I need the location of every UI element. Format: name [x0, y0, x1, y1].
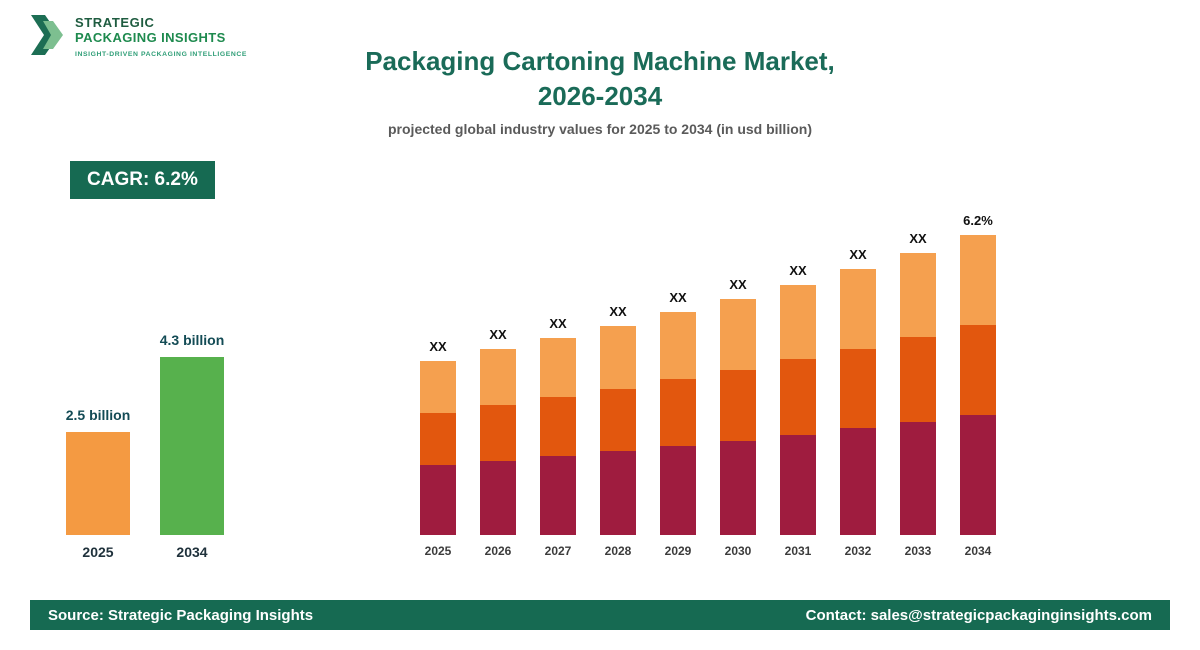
bar-value-label: XX: [609, 303, 627, 319]
bar-column: XX 2026: [480, 327, 516, 558]
page-title-line2: 2026-2034: [537, 81, 663, 112]
page-title-line1: Packaging Cartoning Machine Market,: [365, 46, 835, 76]
bar-value-label: 6.2%: [963, 213, 993, 228]
bar-column: XX 2025: [420, 339, 456, 558]
bar-value-label: XX: [669, 290, 687, 306]
bar-segment-top: [480, 349, 516, 406]
bar-value-label: XX: [489, 327, 507, 343]
bar-year-label: 2034: [964, 544, 992, 558]
bar-segment-middle: [720, 370, 756, 441]
bar-segment-bottom: [720, 440, 756, 535]
bar-segment-middle: [840, 348, 876, 429]
summary-value-label: 4.3 billion: [159, 332, 225, 348]
bar-column: XX 2029: [660, 290, 696, 558]
brand-chevron-icon: [31, 15, 63, 55]
bar-year-label: 2027: [544, 544, 572, 558]
bar-segment-middle: [540, 396, 576, 457]
summary-chart: 2.5 billion 2025 4.3 billion 2034: [65, 318, 225, 560]
bar-value-label: XX: [729, 277, 747, 293]
stacked-bar: [540, 338, 576, 535]
page-subtitle: projected global industry values for 202…: [388, 121, 812, 138]
bar-segment-top: [420, 360, 456, 413]
bar-segment-middle: [900, 336, 936, 422]
bar-column: XX 2033: [900, 231, 936, 558]
bar-segment-middle: [480, 405, 516, 461]
summary-bar-column: 2.5 billion 2025: [65, 407, 131, 560]
bar-segment-middle: [660, 378, 696, 446]
bar-value-label: XX: [909, 230, 927, 246]
summary-year-label: 2034: [176, 544, 208, 560]
summary-year-label: 2025: [82, 544, 114, 560]
stacked-bar: [840, 268, 876, 535]
stacked-bar: [780, 284, 816, 535]
bar-year-label: 2025: [424, 544, 452, 558]
bar-segment-middle: [780, 359, 816, 435]
bar-segment-bottom: [840, 428, 876, 535]
stacked-bar: [660, 312, 696, 535]
title-block: Packaging Cartoning Machine Market, 2026-…: [0, 44, 1200, 137]
bar-column: XX 2031: [780, 263, 816, 558]
brand-logo-text: STRATEGIC PACKAGING INSIGHTS INSIGHT-DRI…: [75, 12, 247, 58]
bar-segment-top: [660, 312, 696, 379]
bar-segment-bottom: [900, 422, 936, 535]
stacked-bar: [420, 360, 456, 535]
stacked-bar: [720, 299, 756, 535]
bar-year-label: 2032: [844, 544, 872, 558]
summary-bar: [66, 432, 130, 535]
bar-value-label: XX: [429, 338, 447, 354]
bar-column: XX 2028: [600, 304, 636, 558]
bar-year-label: 2031: [784, 544, 812, 558]
bar-year-label: 2026: [484, 544, 512, 558]
bar-segment-bottom: [420, 465, 456, 535]
bar-segment-top: [600, 325, 636, 389]
footer-bar: Source: Strategic Packaging Insights Con…: [30, 600, 1170, 630]
bar-segment-bottom: [960, 415, 996, 535]
bar-segment-middle: [600, 388, 636, 452]
bar-year-label: 2033: [904, 544, 932, 558]
bar-year-label: 2029: [664, 544, 692, 558]
stacked-bar: [960, 235, 996, 535]
stacked-bar-chart: XX 2025 XX 2026 XX 2027 XX 2028 XX 2029 XX 2030 XX 20…: [420, 206, 996, 558]
bar-value-label: XX: [549, 316, 567, 332]
bar-segment-bottom: [660, 445, 696, 535]
bar-segment-top: [720, 299, 756, 371]
brand-logo: STRATEGIC PACKAGING INSIGHTS INSIGHT-DRI…: [30, 12, 247, 58]
summary-bar: [160, 357, 224, 535]
bar-column: XX 2030: [720, 277, 756, 558]
bar-segment-bottom: [480, 461, 516, 535]
bar-segment-middle: [420, 412, 456, 466]
bar-segment-bottom: [780, 434, 816, 535]
cagr-badge: CAGR: 6.2%: [70, 161, 215, 199]
logo-tagline: INSIGHT-DRIVEN PACKAGING INTELLIGENCE: [75, 50, 247, 58]
stacked-bar: [900, 252, 936, 535]
bar-value-label: XX: [849, 246, 867, 262]
bar-year-label: 2030: [724, 544, 752, 558]
bar-column: XX 2032: [840, 247, 876, 558]
bar-segment-bottom: [600, 451, 636, 535]
bar-year-label: 2028: [604, 544, 632, 558]
bar-segment-top: [900, 252, 936, 337]
bar-column: XX 2027: [540, 316, 576, 558]
footer-contact: Contact: sales@strategicpackaginginsight…: [805, 606, 1152, 624]
bar-segment-top: [540, 338, 576, 397]
page-title: Packaging Cartoning Machine Market, 2026-…: [0, 44, 1200, 114]
summary-value-label: 2.5 billion: [65, 407, 131, 423]
footer-source: Source: Strategic Packaging Insights: [48, 606, 314, 624]
bar-segment-bottom: [540, 456, 576, 535]
bar-segment-middle: [960, 325, 996, 415]
bar-segment-top: [960, 235, 996, 325]
stacked-bar: [480, 349, 516, 535]
logo-name-line2: PACKAGING INSIGHTS: [75, 29, 226, 45]
summary-bar-column: 4.3 billion 2034: [159, 332, 225, 560]
logo-name-line1: STRATEGIC: [75, 15, 155, 30]
stacked-bar: [600, 325, 636, 535]
bar-segment-top: [840, 268, 876, 349]
bar-column: 6.2% 2034: [960, 213, 996, 558]
bar-segment-top: [780, 284, 816, 360]
bar-value-label: XX: [789, 262, 807, 278]
